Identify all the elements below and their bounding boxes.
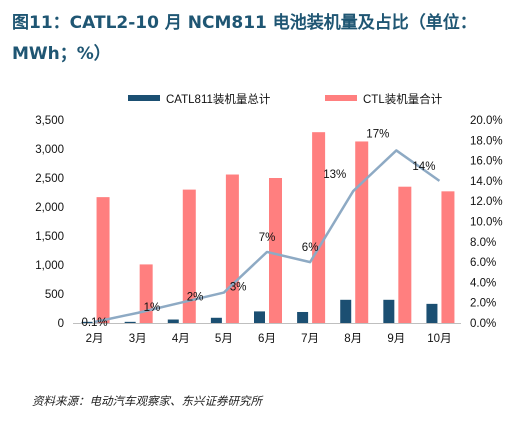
share-line bbox=[94, 149, 441, 324]
x-tick-label: 5月 bbox=[215, 333, 233, 345]
share-data-label: 3% bbox=[230, 282, 247, 294]
x-tick-label: 6月 bbox=[258, 333, 276, 345]
right-tick-label: 4.0% bbox=[470, 277, 496, 289]
bar-catl bbox=[340, 299, 352, 323]
right-tick-label: 2.0% bbox=[470, 298, 496, 310]
share-data-label: 2% bbox=[187, 292, 204, 304]
bar-ctl bbox=[312, 132, 326, 323]
legend-swatch-ctl bbox=[325, 95, 357, 101]
x-tick-label: 2月 bbox=[86, 333, 104, 345]
bar-ctl bbox=[398, 186, 412, 323]
bar-catl bbox=[167, 319, 179, 323]
right-tick-label: 10.0% bbox=[470, 217, 503, 229]
share-data-label: 1% bbox=[144, 302, 161, 314]
left-tick-label: 2,000 bbox=[35, 202, 64, 214]
share-data-label: 7% bbox=[259, 232, 276, 244]
right-tick-label: 8.0% bbox=[470, 237, 496, 249]
left-tick-label: 1,500 bbox=[35, 231, 64, 243]
bar-catl bbox=[426, 303, 438, 323]
x-tick-label: 8月 bbox=[344, 333, 362, 345]
bar-catl bbox=[297, 311, 309, 323]
right-tick-label: 16.0% bbox=[470, 156, 503, 168]
bar-ctl bbox=[139, 264, 153, 323]
source-note: 资料来源：电动汽车观察家、东兴证券研究所 bbox=[32, 394, 262, 408]
share-data-label: 13% bbox=[323, 169, 346, 181]
left-tick-label: 500 bbox=[45, 289, 64, 301]
legend-swatch-catl bbox=[128, 95, 160, 101]
right-tick-label: 20.0% bbox=[470, 115, 503, 127]
x-tick-label: 4月 bbox=[172, 333, 190, 345]
right-tick-label: 12.0% bbox=[470, 196, 503, 208]
bar-ctl bbox=[355, 141, 369, 323]
legend-label-ctl: CTL装机量合计 bbox=[363, 92, 443, 106]
bar-ctl bbox=[269, 178, 282, 323]
right-tick-label: 0.0% bbox=[470, 318, 496, 330]
left-tick-label: 3,000 bbox=[35, 144, 64, 156]
share-data-label: 0.1% bbox=[81, 317, 107, 329]
right-tick-label: 14.0% bbox=[470, 176, 503, 188]
bar-ctl bbox=[225, 174, 239, 323]
bar-catl bbox=[210, 317, 222, 323]
chart-title: 图11：CATL2-10 月 NCM811 电池装机量及占比（单位：MWh；%） bbox=[12, 13, 477, 64]
bar-catl bbox=[124, 321, 136, 323]
right-tick-label: 6.0% bbox=[470, 257, 496, 269]
x-tick-label: 3月 bbox=[129, 333, 147, 345]
bar-catl bbox=[383, 299, 395, 323]
share-data-label: 6% bbox=[302, 242, 319, 254]
bar-ctl bbox=[182, 189, 196, 323]
bar-ctl bbox=[441, 191, 455, 323]
x-tick-label: 7月 bbox=[301, 333, 319, 345]
right-tick-label: 18.0% bbox=[470, 135, 503, 147]
share-data-label: 14% bbox=[412, 161, 435, 173]
share-data-label: 17% bbox=[366, 128, 389, 140]
x-tick-label: 10月 bbox=[427, 333, 451, 345]
bar-ctl bbox=[96, 197, 110, 323]
left-tick-label: 2,500 bbox=[35, 173, 64, 185]
legend-label-catl: CATL811装机量总计 bbox=[166, 92, 271, 106]
left-tick-label: 3,500 bbox=[35, 115, 64, 127]
bar-catl bbox=[81, 321, 93, 323]
left-tick-label: 1,000 bbox=[35, 260, 64, 272]
left-tick-label: 0 bbox=[58, 318, 64, 330]
x-tick-label: 9月 bbox=[387, 333, 405, 345]
bar-catl bbox=[254, 311, 265, 323]
